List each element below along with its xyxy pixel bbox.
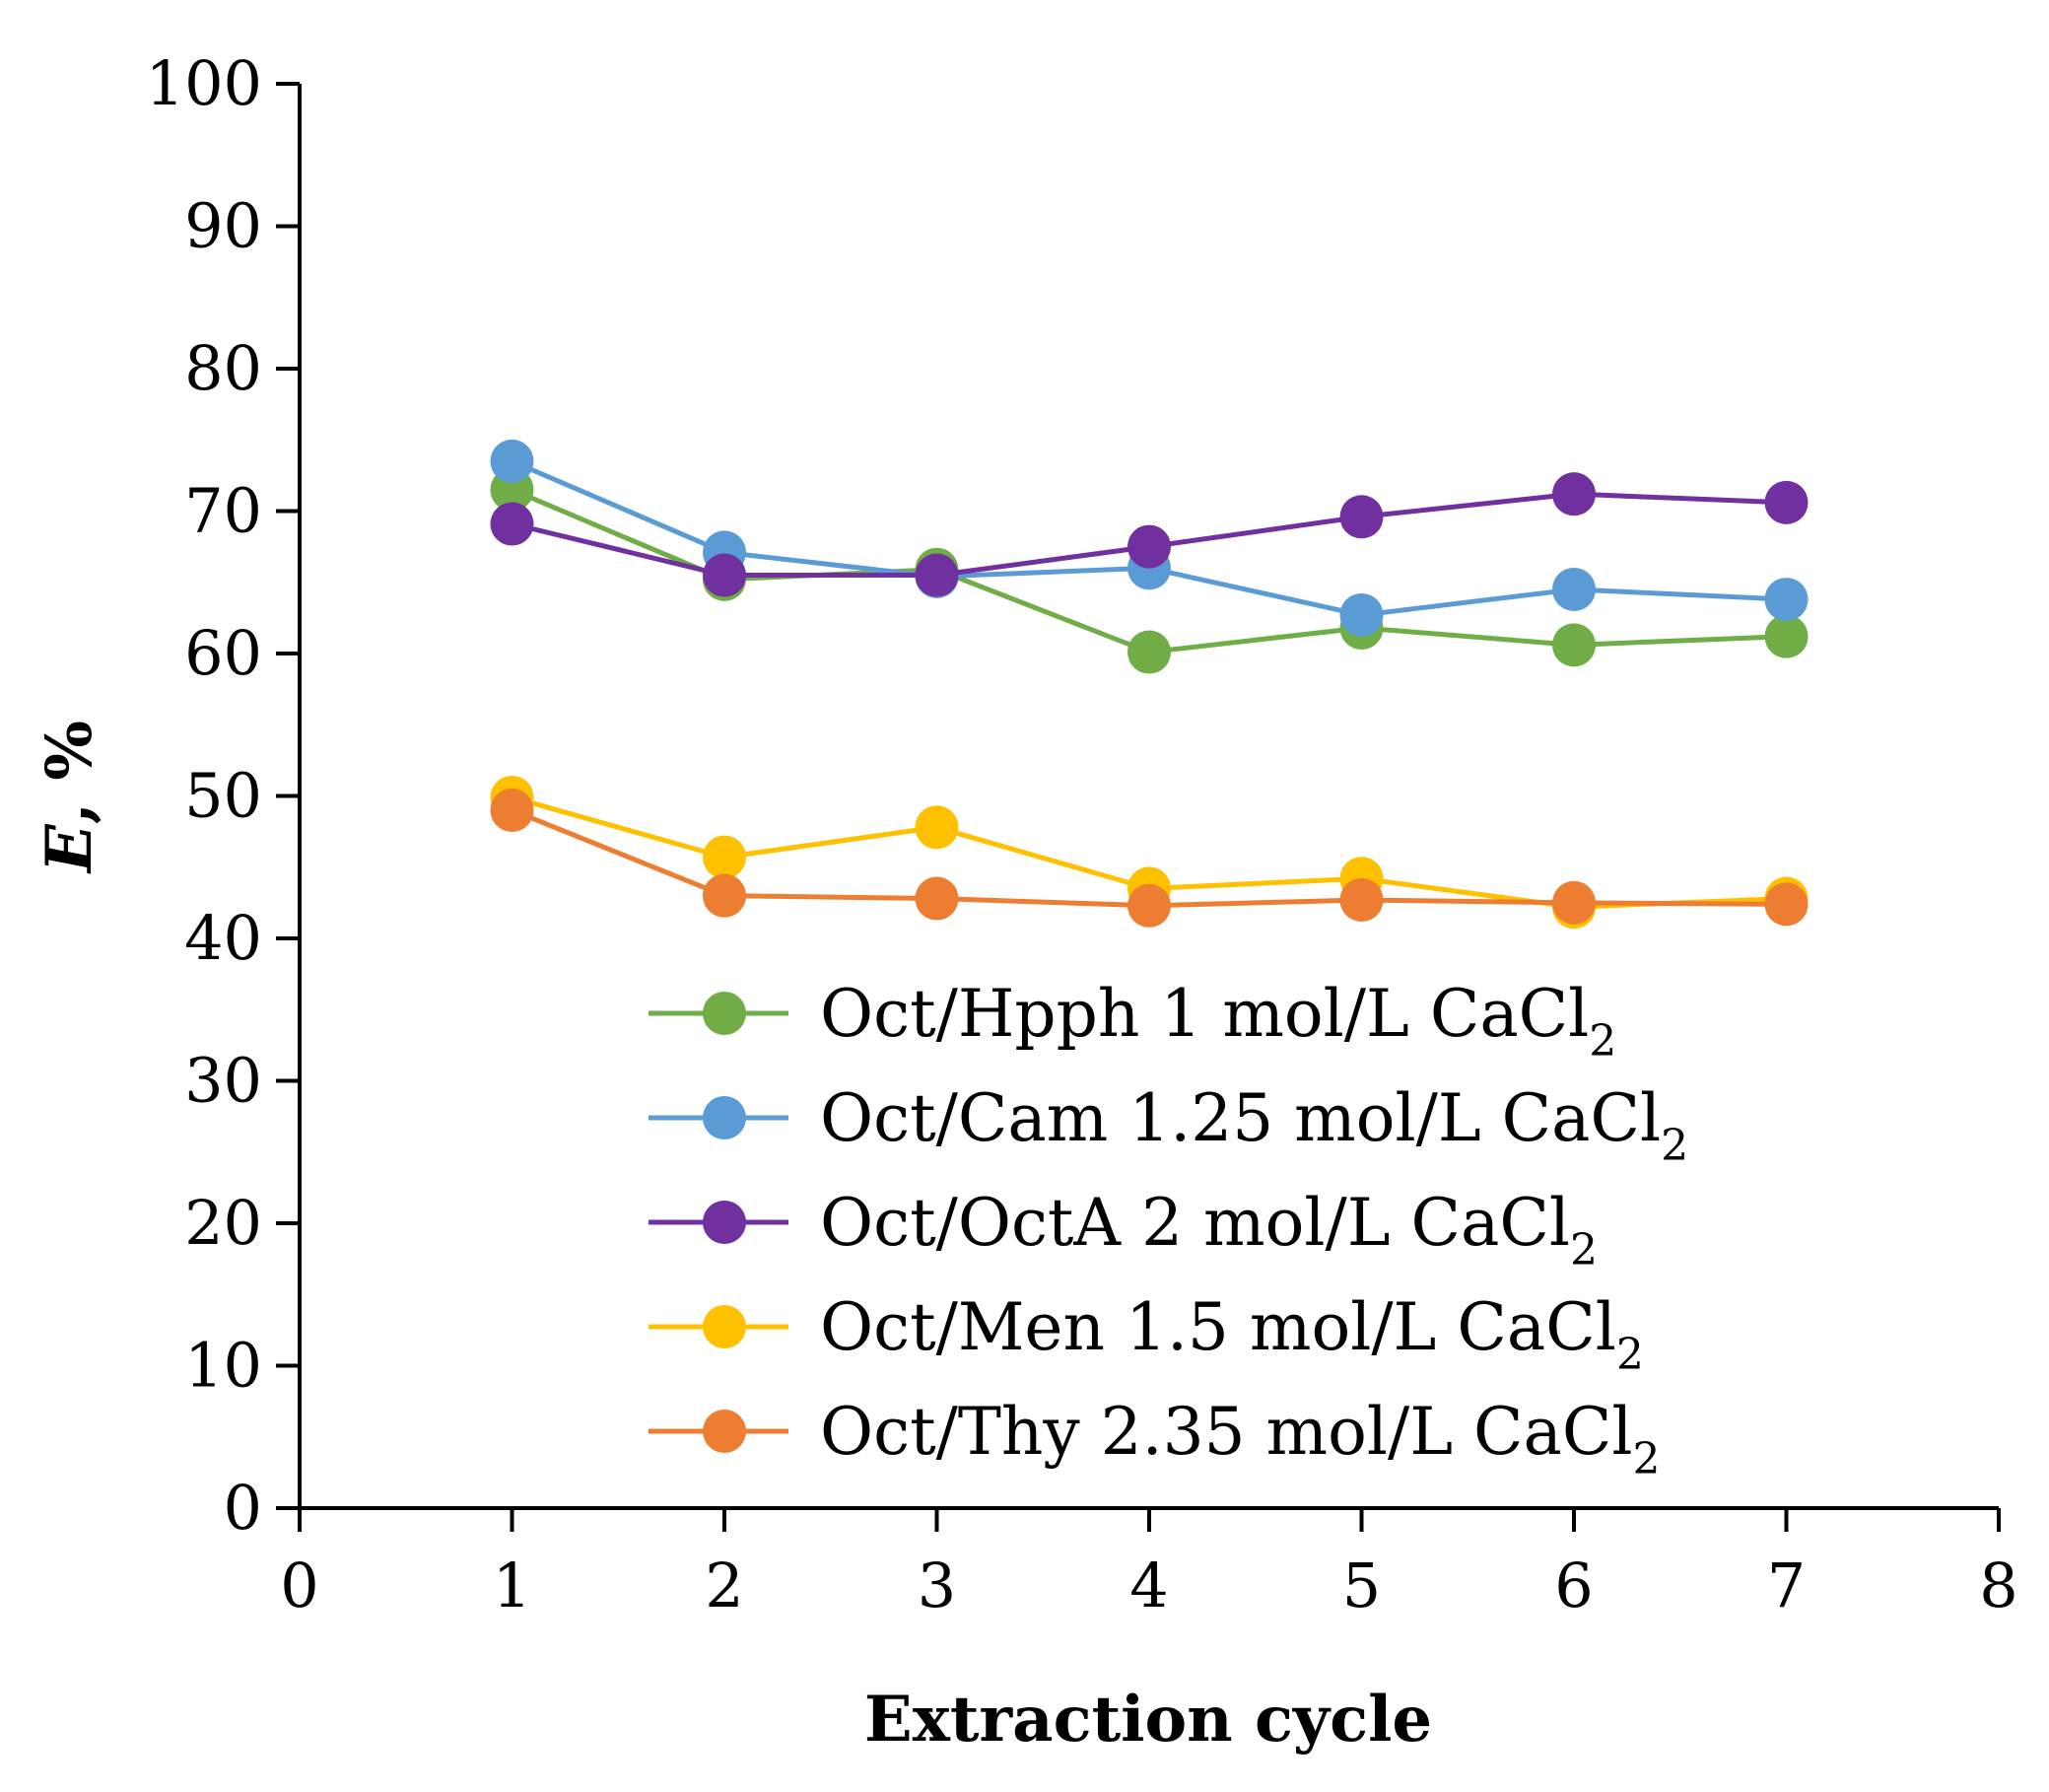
- data-point: [1552, 472, 1596, 517]
- legend-label: Oct/Cam 1.25 mol/L CaCl2: [820, 1080, 1688, 1171]
- data-point: [490, 439, 534, 483]
- series-5: [490, 788, 1809, 928]
- x-tick-label: 7: [1767, 1550, 1806, 1621]
- x-tick-label: 5: [1342, 1550, 1381, 1621]
- data-point: [490, 788, 534, 832]
- legend-entry: Oct/OctA 2 mol/L CaCl2: [649, 1185, 1598, 1275]
- data-point: [915, 876, 959, 921]
- x-tick-label: 1: [493, 1550, 531, 1621]
- data-point: [1552, 880, 1596, 925]
- x-tick-label: 3: [918, 1550, 956, 1621]
- x-tick-label: 2: [705, 1550, 743, 1621]
- axes: 0 10 20 30 40 50 60 70 80 90 100 0 1 2 3 4 5 6 7 8: [146, 47, 2018, 1621]
- data-point: [1764, 578, 1809, 622]
- legend-swatch-marker: [703, 1410, 746, 1453]
- y-tick-label: 50: [184, 760, 262, 832]
- data-point: [1552, 623, 1596, 667]
- legend-label: Oct/Thy 2.35 mol/L CaCl2: [820, 1394, 1660, 1484]
- legend-entry: Oct/Cam 1.25 mol/L CaCl2: [649, 1080, 1688, 1171]
- x-tick-label: 8: [1979, 1550, 2017, 1621]
- data-point: [1127, 883, 1171, 928]
- data-point: [703, 553, 746, 597]
- y-tick-label: 80: [184, 332, 262, 404]
- data-point: [1127, 524, 1171, 569]
- legend-entry: Oct/Thy 2.35 mol/L CaCl2: [649, 1394, 1660, 1484]
- series-layer: [490, 439, 1809, 930]
- x-tick-label: 0: [280, 1550, 318, 1621]
- y-tick-label: 70: [184, 475, 262, 547]
- y-tick-label: 10: [184, 1330, 262, 1402]
- legend-swatch-marker: [703, 1096, 746, 1139]
- data-point: [915, 553, 959, 597]
- legend-swatch-marker: [703, 992, 746, 1035]
- data-point: [1339, 495, 1384, 539]
- legend-label: Oct/Men 1.5 mol/L CaCl2: [820, 1289, 1644, 1380]
- data-point: [1339, 877, 1384, 922]
- y-tick-label: 40: [184, 902, 262, 974]
- legend-swatch-marker: [703, 1305, 746, 1348]
- y-axis-title-variable: E: [33, 823, 106, 874]
- y-tick-label: 20: [184, 1187, 262, 1259]
- series-3: [490, 472, 1809, 597]
- data-point: [1764, 480, 1809, 524]
- data-point: [1764, 614, 1809, 658]
- x-axis-title: Extraction cycle: [864, 1683, 1432, 1757]
- legend: Oct/Hpph 1 mol/L CaCl2 Oct/Cam 1.25 mol/L…: [649, 976, 1688, 1484]
- data-point: [490, 502, 534, 546]
- x-tick-label: 6: [1554, 1550, 1593, 1621]
- legend-label: Oct/Hpph 1 mol/L CaCl2: [820, 976, 1616, 1067]
- y-tick-label: 0: [224, 1472, 262, 1544]
- data-point: [703, 873, 746, 918]
- x-tick-label: 4: [1129, 1550, 1168, 1621]
- legend-label: Oct/OctA 2 mol/L CaCl2: [820, 1185, 1598, 1275]
- y-tick-label: 90: [184, 190, 262, 262]
- data-point: [1552, 567, 1596, 611]
- y-tick-label: 100: [146, 47, 262, 119]
- data-point: [1764, 882, 1809, 927]
- y-axis-title-unit: , %: [33, 721, 106, 824]
- legend-swatch-marker: [703, 1201, 746, 1244]
- data-point: [1339, 592, 1384, 637]
- y-axis-title: E, %: [33, 721, 106, 874]
- legend-entry: Oct/Men 1.5 mol/L CaCl2: [649, 1289, 1644, 1380]
- legend-entry: Oct/Hpph 1 mol/L CaCl2: [649, 976, 1616, 1067]
- data-point: [915, 805, 959, 850]
- data-point: [1127, 630, 1171, 674]
- data-point: [703, 835, 746, 879]
- y-tick-label: 30: [184, 1045, 262, 1117]
- y-tick-label: 60: [184, 617, 262, 689]
